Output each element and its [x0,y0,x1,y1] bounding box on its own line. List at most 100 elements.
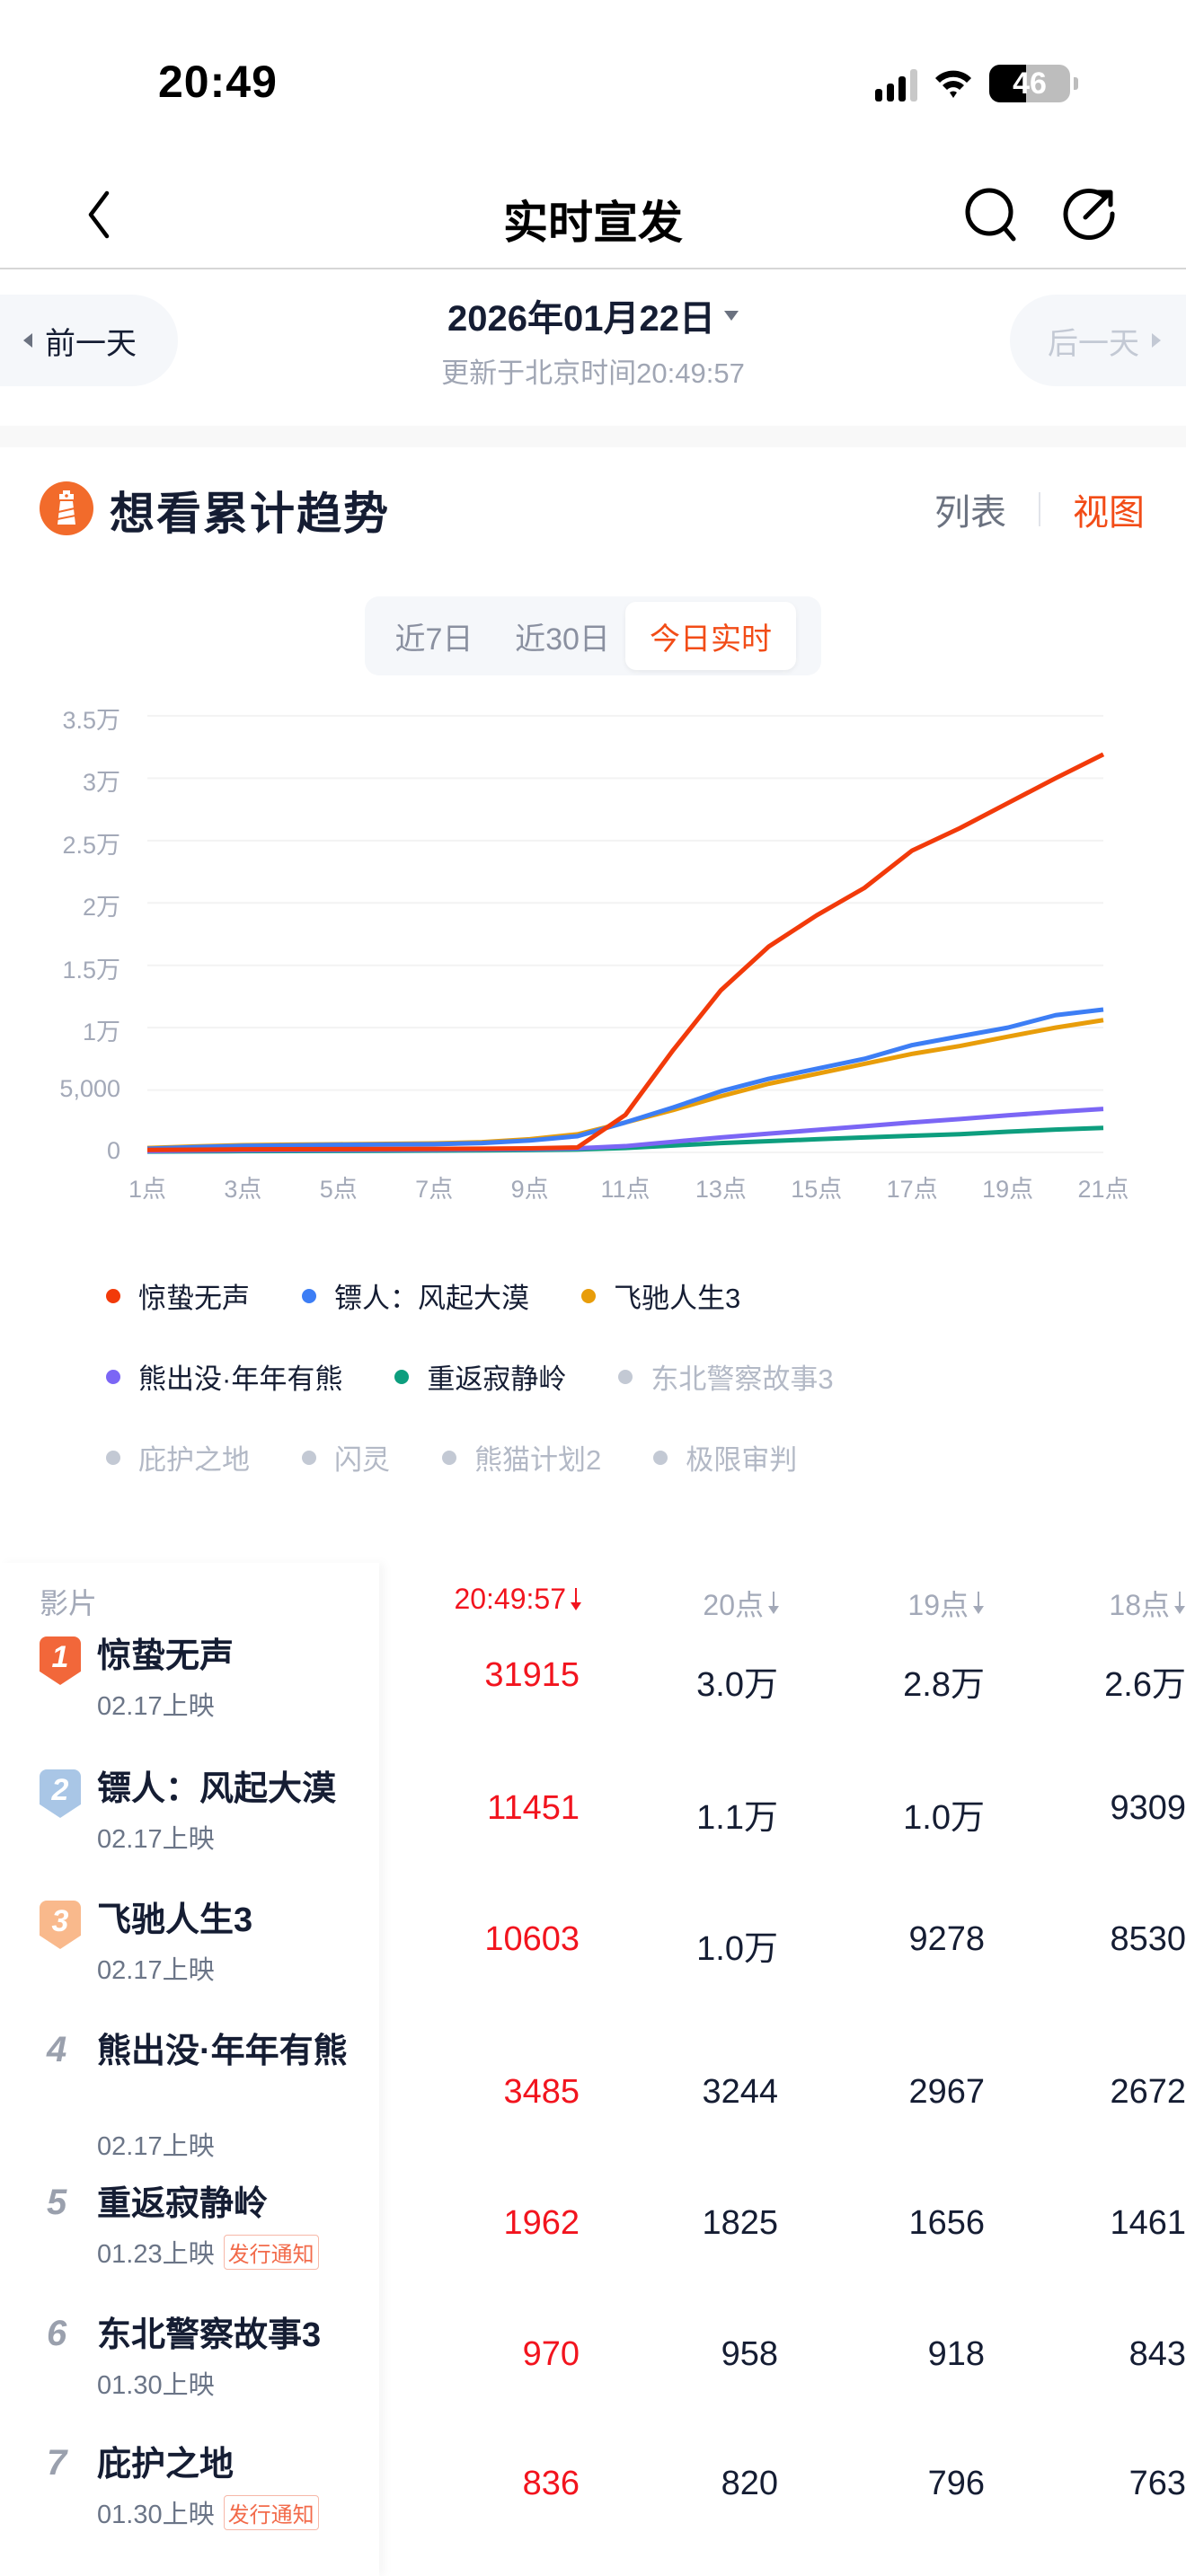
table-cell: 1656 [908,2204,985,2242]
view-list-button[interactable]: 列表 [934,493,1006,533]
view-separator [1039,492,1040,526]
section-header: 想看累计趋势 列表 视图 [0,447,1186,564]
table-cell: 836 [522,2465,580,2502]
status-time: 20:49 [158,57,278,107]
next-day-button[interactable]: 后一天 [1010,295,1186,386]
table-cell: 820 [721,2465,778,2502]
rank-number: 6 [47,2314,67,2353]
legend-item[interactable]: 东北警察故事3 [618,1356,834,1397]
x-tick-label: 11点 [600,1176,651,1203]
legend-dot-icon [302,1450,316,1465]
table-cell: 763 [1128,2465,1186,2502]
update-time: 更新于北京时间20:49:57 [441,357,745,389]
film-name: 庇护之地 [97,2446,235,2483]
battery-level: 46 [1013,66,1047,101]
x-tick-label: 1点 [128,1176,167,1203]
table-cell: 8530 [1110,1920,1186,1958]
table-cell: 11451 [487,1789,580,1827]
film-name: 东北警察故事3 [97,2316,322,2354]
series-line [146,1007,1104,1151]
legend-row-3: 庇护之地 闪灵 熊猫计划2 极限审判 [106,1437,849,1478]
release-notice-tag[interactable]: 发行通知 [223,2234,319,2270]
legend-item[interactable]: 熊出没·年年有熊 [106,1356,342,1397]
view-chart-button[interactable]: 视图 [1073,493,1145,533]
search-button[interactable] [960,183,1022,246]
legend-dot-icon [581,1288,596,1303]
trend-chart: 0 5,000 1万 1.5万 2万 2.5万 3万 3.5万 1点 3点 5点 7点 9点 11点 13… [0,692,1186,1204]
x-tick-label: 9点 [510,1176,549,1203]
legend-dot-icon [618,1369,633,1384]
prev-day-label: 前一天 [45,326,137,361]
legend-dot-icon [106,1288,120,1303]
table-cell: 31915 [484,1656,580,1694]
legend-dot-icon [302,1288,316,1303]
table-cell: 970 [522,2335,580,2373]
lighthouse-icon [40,481,93,535]
table-cell: 796 [927,2465,985,2502]
x-tick-label: 21点 [1077,1176,1129,1203]
release-date: 02.17上映 [97,1956,215,1985]
caret-left-icon [23,333,32,348]
column-header-18[interactable]: 18点 [999,1583,1186,1624]
film-name: 熊出没·年年有熊 [97,2033,348,2070]
x-tick-label: 5点 [319,1176,358,1203]
tab-30-days[interactable]: 近30日 [515,622,610,657]
legend-item[interactable]: 飞驰人生3 [581,1275,740,1316]
column-header-current[interactable]: 20:49:57 [395,1583,582,1616]
legend-item[interactable]: 庇护之地 [106,1437,250,1478]
table-cell: 2672 [1110,2073,1186,2111]
release-notice-tag[interactable]: 发行通知 [223,2494,319,2530]
sort-down-icon [972,1590,985,1617]
x-tick-label: 13点 [695,1176,747,1203]
rank-badge-icon: 1 [40,1636,81,1685]
table-cell: 3485 [503,2073,580,2111]
caret-down-icon [723,310,739,321]
film-name: 重返寂静岭 [97,2185,269,2223]
date-bar: 前一天 2026年01月22日 更新于北京时间20:49:57 后一天 [0,271,1186,424]
section-divider [0,426,1186,447]
rank-number: 5 [47,2183,67,2222]
table-cell: 1962 [503,2204,580,2242]
column-header-19[interactable]: 19点 [798,1583,985,1624]
legend-item[interactable]: 闪灵 [302,1437,390,1478]
legend-item[interactable]: 惊蛰无声 [106,1275,250,1316]
share-button[interactable] [1058,183,1121,246]
legend-item[interactable]: 重返寂静岭 [394,1356,566,1397]
legend-item[interactable]: 镖人：风起大漠 [302,1275,529,1316]
table-cell: 1461 [1110,2204,1186,2242]
next-day-label: 后一天 [1048,326,1139,361]
column-header-20[interactable]: 20点 [593,1583,780,1624]
view-toggle: 列表 视图 [934,483,1145,535]
search-icon [965,188,1016,242]
status-bar: 20:49 46 [0,0,1186,162]
prev-day-button[interactable]: 前一天 [0,295,178,386]
section-title: 想看累计趋势 [110,489,390,539]
data-table: 影片 1 惊蛰无声 02.17上映 2 镖人：风起大漠 02.17上映 3 飞驰人生3 02.1… [0,1563,1186,2576]
battery-tip [1074,77,1078,90]
date-picker[interactable]: 2026年01月22日 [447,289,739,341]
y-tick-label: 1.5万 [62,956,120,984]
back-button[interactable] [72,183,126,246]
status-icons: 46 [875,65,1078,102]
x-tick-label: 15点 [791,1176,843,1203]
table-cell: 2.8万 [903,1666,985,1704]
legend-item[interactable]: 极限审判 [653,1437,797,1478]
battery-icon: 46 [989,65,1070,102]
y-tick-label: 0 [106,1137,120,1164]
current-date: 2026年01月22日 [447,299,715,339]
table-cell: 3244 [702,2073,778,2111]
table-cell: 918 [927,2335,985,2373]
table-cell: 9309 [1110,1789,1186,1827]
range-tabs: 近7日 近30日 今日实时 [365,596,821,675]
legend-dot-icon [394,1369,410,1384]
legend-item[interactable]: 熊猫计划2 [442,1437,601,1478]
film-column-header: 影片 [40,1587,98,1619]
y-tick-label: 3万 [82,769,120,797]
table-cell: 1.0万 [696,1930,778,1968]
tab-7-days[interactable]: 近7日 [394,622,474,657]
wifi-icon [935,70,971,98]
table-cell: 9278 [908,1920,985,1958]
share-icon [1063,189,1115,240]
tab-today-realtime[interactable]: 今日实时 [625,602,796,670]
y-tick-label: 2万 [82,894,120,922]
